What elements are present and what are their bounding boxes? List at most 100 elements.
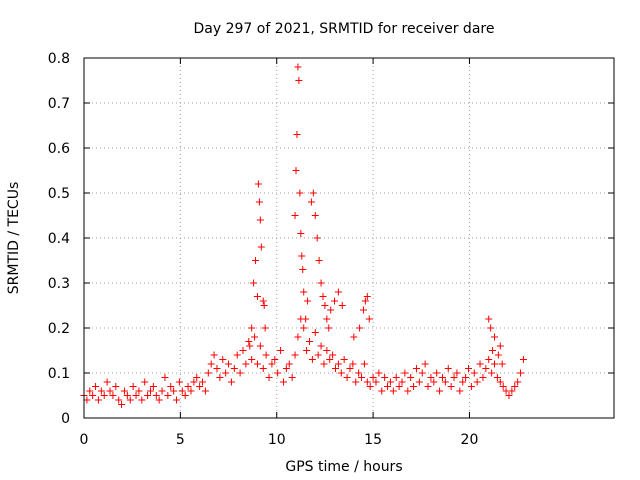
data-point [300, 324, 308, 332]
y-tick-labels: 0 0.1 0.2 0.3 0.4 0.5 0.6 0.7 0.8 [48, 51, 70, 427]
y-axis-label: SRMTID / TECUs [6, 182, 22, 295]
data-point [106, 387, 114, 395]
data-point [164, 392, 172, 399]
data-point [158, 387, 166, 395]
data-point [255, 198, 263, 206]
data-point [103, 378, 111, 386]
data-point [444, 365, 452, 372]
data-point [352, 378, 360, 386]
data-point [462, 374, 470, 381]
data-point [487, 324, 495, 332]
data-point [389, 387, 397, 395]
data-point [346, 365, 354, 372]
data-point [184, 383, 192, 390]
data-point [485, 356, 493, 363]
data-point [175, 378, 183, 386]
data-point [250, 279, 258, 287]
data-point [505, 392, 513, 399]
data-point [138, 396, 146, 404]
data-point [204, 369, 212, 377]
y-tick-label: 0.7 [48, 96, 70, 112]
data-point [129, 383, 137, 390]
data-point [161, 374, 169, 381]
data-point [293, 131, 301, 138]
data-point [260, 302, 268, 309]
data-point [404, 387, 412, 395]
data-point [459, 378, 467, 386]
data-point [253, 293, 261, 300]
data-point [173, 396, 181, 404]
data-point [488, 369, 496, 377]
data-point [256, 216, 264, 224]
data-point [282, 365, 290, 372]
axis-ticks [83, 57, 614, 419]
data-point [363, 293, 371, 300]
plot-frame [83, 57, 615, 419]
data-point [498, 360, 506, 368]
data-point [248, 356, 256, 363]
data-point [311, 329, 319, 336]
data-point [291, 212, 299, 219]
data-point [271, 356, 279, 363]
data-point [109, 392, 117, 399]
y-tick-label: 0.4 [48, 231, 70, 247]
x-tick-label: 5 [176, 432, 185, 448]
data-point [384, 383, 392, 390]
y-tick-label: 0.3 [48, 276, 70, 292]
data-point [365, 315, 373, 323]
data-point [141, 378, 149, 386]
data-point [302, 315, 310, 323]
y-tick-label: 0.1 [48, 366, 70, 382]
data-point [313, 234, 321, 242]
data-point [456, 387, 464, 395]
data-point [274, 369, 282, 377]
data-point [305, 338, 313, 345]
data-point [285, 360, 293, 368]
data-point [331, 297, 339, 305]
data-point [433, 369, 441, 377]
data-point [295, 77, 303, 84]
data-point [470, 369, 478, 377]
data-point [292, 167, 300, 174]
data-point [356, 324, 364, 332]
data-point [298, 252, 306, 260]
data-point [92, 383, 100, 390]
data-point [358, 374, 366, 381]
data-point [294, 333, 302, 341]
data-point [256, 342, 264, 350]
data-point [210, 351, 218, 359]
data-point [152, 392, 160, 399]
y-tick-label: 0.2 [48, 321, 70, 337]
data-point [355, 369, 363, 377]
data-point [485, 315, 493, 323]
data-point [378, 387, 386, 395]
data-point [120, 387, 128, 395]
x-tick-labels: 0 5 10 15 20 [80, 432, 479, 448]
data-point [369, 374, 377, 381]
data-point [323, 347, 331, 354]
data-point [135, 387, 143, 395]
y-tick-label: 0.6 [48, 141, 70, 157]
data-point [254, 180, 262, 188]
data-point [246, 342, 254, 350]
data-point [230, 365, 238, 372]
data-point [307, 198, 315, 206]
data-point [187, 387, 195, 395]
data-point [181, 392, 189, 399]
data-point [315, 257, 323, 264]
data-point [418, 369, 426, 377]
data-point [479, 374, 487, 381]
data-point [441, 378, 449, 386]
data-point [476, 360, 484, 368]
data-point [126, 396, 134, 404]
x-tick-label: 10 [268, 432, 286, 448]
data-point [303, 347, 311, 354]
data-point [494, 351, 502, 359]
data-point [268, 360, 276, 368]
data-point [193, 374, 201, 381]
data-point [219, 356, 227, 363]
data-point [489, 347, 497, 354]
data-point [259, 297, 267, 305]
y-tick-label: 0.8 [48, 51, 70, 67]
data-point [97, 387, 105, 395]
